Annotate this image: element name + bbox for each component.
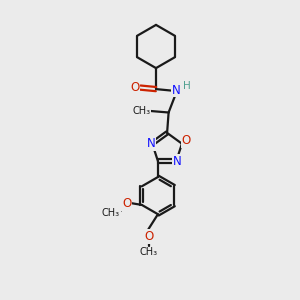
Text: CH₃: CH₃ xyxy=(140,247,158,257)
Text: O: O xyxy=(144,230,154,243)
Text: O: O xyxy=(130,81,139,94)
Text: N: N xyxy=(146,137,155,150)
Text: CH₃: CH₃ xyxy=(133,106,151,116)
Text: N: N xyxy=(172,154,181,168)
Text: O: O xyxy=(122,197,131,210)
Text: H: H xyxy=(183,80,190,91)
Text: O: O xyxy=(182,134,191,147)
Text: CH₃: CH₃ xyxy=(102,208,120,218)
Text: N: N xyxy=(172,83,181,97)
